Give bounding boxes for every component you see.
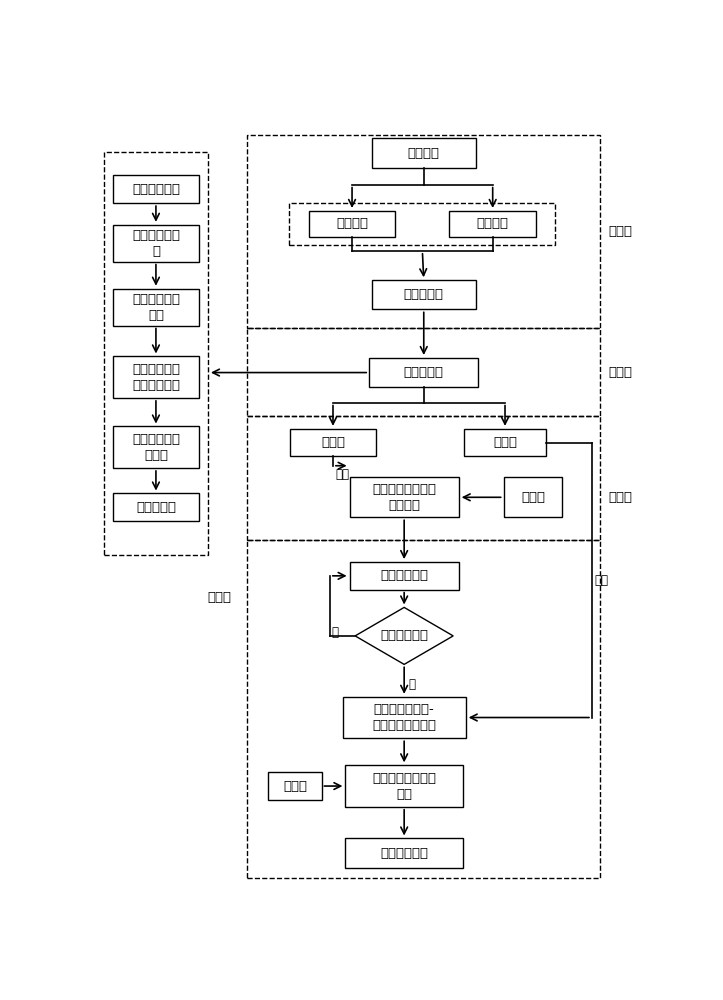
Text: 获得最佳性能预测
模型: 获得最佳性能预测 模型	[372, 772, 436, 801]
Text: 新数据: 新数据	[283, 780, 307, 793]
Text: 调整模型参数: 调整模型参数	[380, 569, 428, 582]
Text: 模型是否收敛: 模型是否收敛	[380, 629, 428, 642]
FancyBboxPatch shape	[113, 225, 200, 262]
Text: 主成分分析: 主成分分析	[403, 366, 444, 379]
FancyBboxPatch shape	[372, 138, 476, 168]
Text: 数据收集: 数据收集	[408, 147, 440, 160]
Bar	[247, 328, 600, 416]
Text: 测试集: 测试集	[493, 436, 517, 449]
FancyBboxPatch shape	[349, 562, 459, 590]
FancyBboxPatch shape	[372, 280, 476, 309]
Text: 数据归一化: 数据归一化	[403, 288, 444, 301]
FancyBboxPatch shape	[369, 358, 479, 387]
Text: 第三步: 第三步	[608, 491, 632, 504]
Bar	[247, 540, 600, 878]
FancyBboxPatch shape	[504, 477, 562, 517]
Text: 保存主成分分析-
长短记忆预测模型: 保存主成分分析- 长短记忆预测模型	[372, 703, 436, 732]
FancyBboxPatch shape	[113, 426, 200, 468]
FancyBboxPatch shape	[113, 175, 200, 203]
Polygon shape	[355, 607, 453, 664]
FancyBboxPatch shape	[113, 289, 200, 326]
Text: 是: 是	[408, 678, 416, 691]
Text: 构造评价矩阵: 构造评价矩阵	[132, 183, 180, 196]
FancyBboxPatch shape	[268, 772, 322, 800]
Text: 施工参数: 施工参数	[476, 217, 509, 230]
Text: 第二步: 第二步	[608, 366, 632, 379]
FancyBboxPatch shape	[113, 356, 200, 398]
FancyBboxPatch shape	[290, 429, 377, 456]
Text: 提取主成分: 提取主成分	[136, 501, 176, 514]
Bar	[247, 416, 600, 540]
FancyBboxPatch shape	[346, 765, 463, 807]
Text: 地质参数: 地质参数	[336, 217, 368, 230]
Text: 构造相关系数
矩阵: 构造相关系数 矩阵	[132, 293, 180, 322]
Bar	[104, 152, 208, 555]
Text: 否: 否	[332, 626, 338, 639]
Text: 计算方差累积
贡献率: 计算方差累积 贡献率	[132, 433, 180, 462]
FancyBboxPatch shape	[113, 493, 200, 521]
Text: 第四步: 第四步	[208, 591, 231, 604]
Text: 第一步: 第一步	[608, 225, 632, 238]
FancyBboxPatch shape	[343, 697, 466, 738]
FancyBboxPatch shape	[346, 838, 463, 868]
FancyBboxPatch shape	[349, 477, 459, 517]
Text: 训练集: 训练集	[321, 436, 345, 449]
Text: 验证: 验证	[595, 574, 609, 587]
Text: 亚当法: 亚当法	[521, 491, 545, 504]
Text: 评价矩阵归一
化: 评价矩阵归一 化	[132, 229, 180, 258]
FancyBboxPatch shape	[464, 429, 546, 456]
FancyBboxPatch shape	[309, 211, 395, 237]
Text: 建立长短记忆神经
网络模型: 建立长短记忆神经 网络模型	[372, 483, 436, 512]
Bar	[289, 203, 555, 245]
FancyBboxPatch shape	[449, 211, 536, 237]
Bar	[247, 135, 600, 328]
Text: 计算矩阵特征
值和特征向量: 计算矩阵特征 值和特征向量	[132, 363, 180, 392]
Text: 刀盘扭矩预测: 刀盘扭矩预测	[380, 847, 428, 860]
Text: 测试: 测试	[335, 468, 350, 481]
